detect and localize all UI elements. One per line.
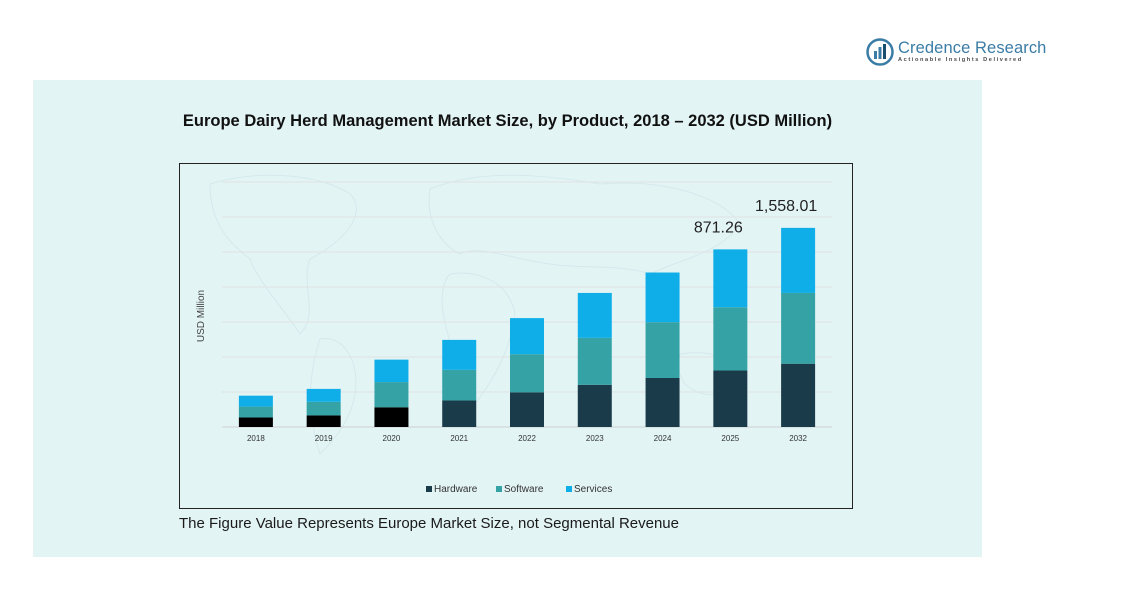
chart-frame: 2018 2019 2020 2021 2022 2023 2024 2025 2032 871… — [179, 163, 853, 509]
bar-hardware-2022 — [510, 392, 544, 427]
legend-label-hardware: Hardware — [434, 484, 478, 495]
y-axis-label: USD Million — [196, 290, 207, 342]
legend-swatch-hardware — [426, 486, 432, 492]
bar-services-2018 — [238, 395, 273, 407]
credence-research-logo[interactable]: Credence Research Actionable Insights De… — [866, 38, 1046, 66]
bar-hardware-2019 — [306, 415, 341, 427]
bar-software-2019 — [306, 401, 341, 416]
bar-hardware-2021 — [442, 400, 477, 427]
bars-group — [238, 227, 816, 427]
x-tick-2025: 2025 — [721, 434, 739, 443]
bar-hardware-2023 — [577, 384, 612, 427]
legend-label-software: Software — [504, 484, 544, 495]
bar-hardware-2025 — [713, 370, 748, 427]
footnote: The Figure Value Represents Europe Marke… — [179, 515, 679, 532]
data-labels: 871.26 1,558.01 — [694, 198, 817, 237]
legend-label-services: Services — [574, 484, 612, 495]
bar-hardware-2032 — [781, 363, 816, 427]
bar-services-2023 — [577, 292, 612, 338]
x-tick-2018: 2018 — [247, 434, 265, 443]
bar-services-2025 — [713, 249, 748, 308]
bar-services-2019 — [306, 388, 341, 402]
bar-hardware-2018 — [238, 417, 273, 427]
bar-services-2020 — [374, 359, 409, 383]
bar-software-2025 — [713, 307, 748, 371]
x-tick-2024: 2024 — [654, 434, 672, 443]
bar-hardware-2024 — [645, 378, 680, 427]
bar-services-2022 — [510, 318, 544, 355]
stacked-bar-chart: 2018 2019 2020 2021 2022 2023 2024 2025 2032 871… — [196, 174, 832, 495]
data-label-2025: 871.26 — [694, 219, 743, 236]
legend-swatch-software — [496, 486, 502, 492]
bar-services-2021 — [442, 339, 477, 370]
x-tick-2022: 2022 — [518, 434, 536, 443]
bar-software-2023 — [577, 337, 612, 385]
bar-software-2032 — [781, 292, 816, 364]
bar-software-2018 — [238, 406, 273, 418]
bar-software-2021 — [442, 369, 477, 401]
data-label-2032: 1,558.01 — [755, 198, 817, 215]
chart-title: Europe Dairy Herd Management Market Size… — [182, 112, 833, 130]
bar-software-2022 — [510, 354, 544, 393]
bar-software-2024 — [645, 322, 680, 378]
x-tick-2020: 2020 — [383, 434, 401, 443]
x-tick-2032: 2032 — [789, 434, 807, 443]
legend: Hardware Software Services — [426, 484, 612, 495]
logo-name: Credence Research — [898, 38, 1047, 57]
bar-software-2020 — [374, 382, 409, 408]
x-tick-2023: 2023 — [586, 434, 604, 443]
bar-services-2032 — [781, 227, 816, 293]
bar-chart-logo-icon — [866, 38, 894, 66]
bar-services-2024 — [645, 272, 680, 323]
legend-swatch-services — [566, 486, 572, 492]
x-tick-2021: 2021 — [450, 434, 468, 443]
x-tick-2019: 2019 — [315, 434, 333, 443]
chart-panel — [33, 80, 982, 557]
logo-tagline: Actionable Insights Delivered — [898, 57, 1023, 64]
x-tick-labels: 2018 2019 2020 2021 2022 2023 2024 2025 2032 — [247, 434, 808, 443]
bar-hardware-2020 — [374, 407, 409, 427]
